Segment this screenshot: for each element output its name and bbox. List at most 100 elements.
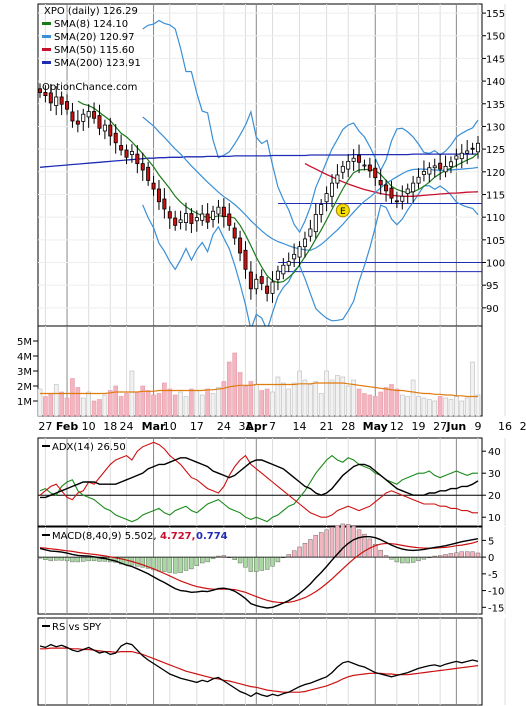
candle-up bbox=[211, 210, 216, 220]
macd-histogram-bar bbox=[48, 556, 54, 562]
volume-bar bbox=[470, 361, 475, 417]
candle-down bbox=[259, 276, 264, 284]
candle-up bbox=[102, 124, 107, 132]
volume-bar bbox=[221, 381, 227, 417]
candle-up bbox=[400, 195, 405, 202]
macd-histogram-bar bbox=[400, 556, 405, 564]
macd-histogram-bar bbox=[156, 556, 162, 572]
candle-up bbox=[351, 157, 356, 162]
volume-bar bbox=[70, 378, 75, 417]
candle-up bbox=[254, 278, 259, 290]
bollinger-lower bbox=[142, 185, 479, 332]
candle-up bbox=[340, 165, 345, 173]
candle-down bbox=[135, 153, 140, 165]
date-tick-label: 27 bbox=[38, 420, 52, 433]
volume-bar bbox=[243, 385, 248, 417]
macd-histogram-bar bbox=[81, 556, 86, 562]
macd-y-tick-label: 0 bbox=[488, 553, 494, 564]
volume-bar bbox=[37, 388, 43, 417]
macd-legend-signal: 4.727, bbox=[160, 531, 195, 542]
candle-down bbox=[367, 164, 372, 172]
macd-histogram-bar bbox=[43, 556, 48, 560]
candle-up bbox=[313, 214, 318, 233]
volume-bar bbox=[356, 388, 362, 417]
candle-down bbox=[470, 147, 475, 150]
macd-y-tick-label: 5 bbox=[488, 536, 494, 547]
macd-histogram-bar bbox=[443, 554, 448, 558]
candle-down bbox=[151, 182, 156, 190]
candle-down bbox=[48, 92, 53, 104]
plus-di-line bbox=[39, 454, 478, 523]
date-tick-label: 10 bbox=[82, 420, 96, 433]
macd-histogram-bar bbox=[194, 556, 200, 566]
candle-up bbox=[427, 167, 432, 175]
volume-bar bbox=[475, 394, 481, 417]
date-tick-label: Mar bbox=[142, 420, 166, 433]
volume-bar bbox=[199, 394, 205, 417]
candle-down bbox=[232, 227, 237, 239]
price-y-tick-label: 135 bbox=[486, 100, 505, 111]
sma20-line bbox=[142, 116, 479, 251]
candle-up bbox=[346, 160, 351, 170]
candle-up bbox=[459, 152, 464, 160]
volume-bar bbox=[129, 370, 135, 417]
volume-bar bbox=[264, 388, 270, 417]
candle-down bbox=[394, 200, 399, 203]
macd-histogram-bar bbox=[297, 546, 302, 558]
price-y-tick-label: 100 bbox=[486, 259, 505, 270]
candle-up bbox=[465, 150, 470, 154]
volume-bar bbox=[232, 352, 237, 417]
macd-legend-hist: 0.774 bbox=[196, 531, 228, 542]
volume-bar bbox=[167, 388, 173, 417]
candle-down bbox=[221, 206, 226, 218]
macd-histogram-bar bbox=[64, 556, 70, 562]
earnings-marker bbox=[335, 203, 350, 218]
volume-bar bbox=[405, 396, 411, 417]
volume-bar bbox=[308, 384, 313, 417]
macd-histogram-bar bbox=[248, 556, 254, 572]
candle-up bbox=[194, 217, 199, 222]
date-tick-label: 7 bbox=[269, 420, 276, 433]
candle-down bbox=[65, 101, 70, 110]
date-tick-label: 19 bbox=[412, 420, 426, 433]
volume-bar bbox=[97, 399, 102, 417]
macd-histogram-bar bbox=[416, 556, 421, 562]
date-tick-label: 27 bbox=[433, 420, 447, 433]
macd-histogram-bar bbox=[308, 539, 313, 558]
legend-swatch bbox=[42, 48, 51, 51]
date-tick-label: 9 bbox=[475, 420, 482, 433]
price-y-tick-label: 120 bbox=[486, 168, 505, 179]
candle-up bbox=[405, 188, 410, 194]
volume-bar bbox=[113, 385, 119, 417]
minus-di-line bbox=[39, 441, 478, 518]
candle-up bbox=[308, 228, 313, 237]
date-tick-label: 10 bbox=[163, 420, 177, 433]
price-y-tick-label: 140 bbox=[486, 77, 505, 88]
macd-line bbox=[39, 536, 479, 609]
macd-histogram-bar bbox=[264, 556, 270, 570]
price-y-tick-label: 90 bbox=[486, 304, 499, 315]
candle-down bbox=[173, 217, 178, 226]
volume-bar bbox=[351, 379, 356, 417]
volume-bar bbox=[145, 390, 151, 417]
macd-histogram-bar bbox=[313, 534, 318, 558]
adx-y-tick-label: 40 bbox=[488, 447, 501, 458]
date-tick-label: 18 bbox=[103, 420, 117, 433]
macd-histogram-bar bbox=[205, 556, 210, 563]
candle-up bbox=[302, 238, 307, 248]
volume-bar bbox=[345, 385, 351, 417]
candle-up bbox=[129, 150, 134, 155]
volume-bar bbox=[59, 391, 64, 417]
volume-bar bbox=[318, 393, 324, 417]
volume-bar bbox=[151, 394, 156, 417]
candle-up bbox=[178, 219, 183, 223]
macd-histogram-bar bbox=[200, 556, 205, 564]
macd-histogram-bar bbox=[172, 556, 178, 574]
macd-histogram-bar bbox=[86, 556, 91, 562]
volume-y-tick-label: 5M bbox=[17, 337, 32, 348]
volume-bar bbox=[43, 396, 48, 417]
date-tick-label: May bbox=[363, 420, 388, 433]
candle-up bbox=[475, 142, 480, 153]
macd-histogram-bar bbox=[243, 556, 248, 568]
price-y-tick-label: 155 bbox=[486, 9, 505, 20]
